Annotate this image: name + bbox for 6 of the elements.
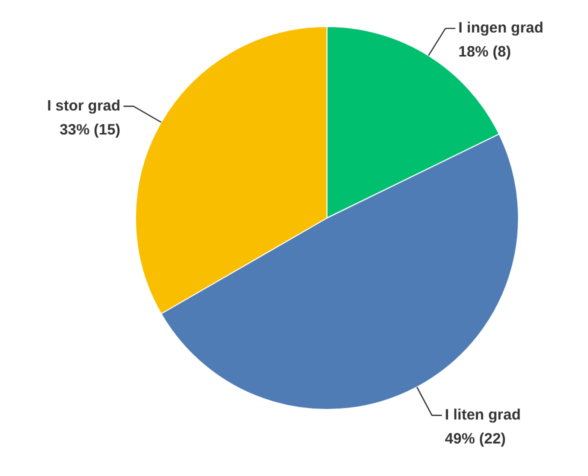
- data-label: 33% (15): [60, 121, 120, 138]
- slice-label: I liten grad: [444, 406, 521, 424]
- slice-label: I stor grad: [47, 97, 120, 114]
- data-label: 18% (8): [458, 44, 511, 61]
- slice-label: I ingen grad: [458, 20, 544, 37]
- data-label: 49% (22): [444, 430, 506, 448]
